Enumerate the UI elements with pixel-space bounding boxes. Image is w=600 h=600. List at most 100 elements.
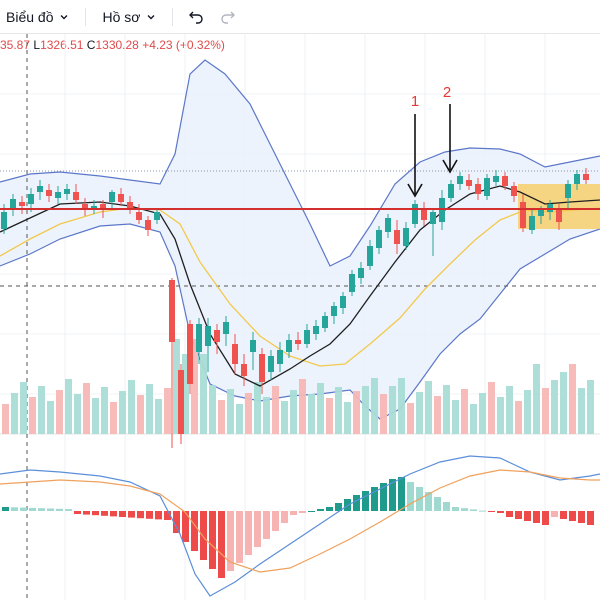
macd-histogram-bar bbox=[569, 511, 576, 521]
price-chart[interactable]: 1 2 bbox=[0, 34, 600, 600]
volume-bar bbox=[119, 391, 126, 434]
candle-body bbox=[169, 280, 175, 342]
candle-body bbox=[1, 212, 7, 229]
volume-bar bbox=[587, 380, 594, 434]
candle-body bbox=[196, 324, 202, 352]
volume-bar bbox=[389, 386, 396, 434]
volume-bar bbox=[344, 402, 351, 434]
volume-bar bbox=[497, 397, 504, 434]
macd-histogram-bar bbox=[119, 511, 126, 517]
volume-bar bbox=[533, 364, 540, 434]
volume-bar bbox=[164, 388, 171, 434]
macd-histogram-bar bbox=[101, 511, 108, 516]
candle-body bbox=[538, 210, 544, 216]
macd-histogram-bar bbox=[533, 511, 540, 523]
volume-bar bbox=[137, 395, 144, 434]
macd-histogram-bar bbox=[92, 511, 99, 516]
volume-bar bbox=[155, 399, 162, 434]
macd-histogram-bar bbox=[227, 511, 234, 571]
candle-body bbox=[430, 212, 436, 224]
macd-histogram-bar bbox=[146, 511, 153, 519]
candle-body bbox=[118, 194, 124, 202]
volume-bar bbox=[128, 380, 135, 434]
macd-histogram-bar bbox=[2, 507, 9, 511]
macd-histogram-bar bbox=[137, 511, 144, 519]
chart-menu-button[interactable]: Biểu đồ bbox=[0, 4, 75, 30]
volume-bar bbox=[83, 383, 90, 434]
candle-body bbox=[304, 330, 310, 344]
volume-bar bbox=[11, 393, 18, 434]
volume-bar bbox=[263, 397, 270, 434]
candle-body bbox=[46, 190, 52, 196]
redo-button[interactable] bbox=[215, 4, 241, 30]
candle-body bbox=[484, 178, 490, 196]
candle-body bbox=[412, 204, 418, 224]
candle-body bbox=[277, 350, 283, 364]
volume-bar bbox=[146, 384, 153, 434]
profile-menu-button[interactable]: Hồ sơ bbox=[96, 4, 162, 30]
volume-bar bbox=[236, 404, 243, 434]
macd-histogram-bar bbox=[362, 491, 369, 511]
volume-bar bbox=[299, 379, 306, 434]
macd-histogram-bar bbox=[551, 511, 558, 517]
volume-bar bbox=[200, 354, 207, 434]
candle-body bbox=[136, 212, 142, 220]
volume-bar bbox=[254, 382, 261, 434]
redo-icon bbox=[221, 11, 236, 24]
macd-histogram-bar bbox=[164, 511, 171, 520]
candle-body bbox=[28, 194, 34, 204]
macd-histogram-bar bbox=[497, 511, 504, 513]
bollinger-band-fill bbox=[0, 60, 600, 419]
candle-body bbox=[394, 230, 400, 244]
bollinger-upper-line bbox=[0, 59, 600, 267]
macd-histogram-bar bbox=[353, 495, 360, 511]
toolbar-divider bbox=[172, 7, 174, 26]
volume-bar bbox=[20, 382, 27, 434]
chevron-down-icon bbox=[60, 14, 68, 19]
volume-bars bbox=[2, 339, 594, 434]
macd-histogram-bar bbox=[65, 509, 72, 511]
volume-bar bbox=[47, 401, 54, 434]
candle-body bbox=[475, 184, 481, 194]
macd-histogram-bar bbox=[371, 487, 378, 511]
volume-bar bbox=[560, 372, 567, 434]
volume-bar bbox=[380, 394, 387, 434]
volume-bar bbox=[308, 394, 315, 434]
volume-bar bbox=[569, 364, 576, 434]
macd-histogram-bar bbox=[29, 507, 36, 511]
chevron-down-icon bbox=[147, 14, 155, 19]
candle-body bbox=[466, 180, 472, 186]
macd-line bbox=[0, 455, 600, 597]
volume-bar bbox=[317, 383, 324, 434]
candle-body bbox=[205, 326, 211, 346]
volume-bar bbox=[398, 378, 405, 434]
undo-icon bbox=[189, 11, 204, 24]
candle-body bbox=[313, 326, 319, 334]
undo-button[interactable] bbox=[183, 4, 209, 30]
candle-body bbox=[154, 212, 160, 220]
high-value: 35.87 bbox=[0, 38, 31, 52]
candle-body bbox=[223, 322, 229, 334]
macd-histogram-bar bbox=[524, 511, 531, 521]
candle-body bbox=[73, 192, 79, 200]
macd-histogram-bar bbox=[182, 511, 189, 542]
candle-body bbox=[529, 216, 535, 230]
macd-histogram bbox=[2, 477, 594, 578]
macd-histogram-bar bbox=[308, 511, 315, 512]
annotation-arrow-2: 2 bbox=[442, 84, 458, 174]
macd-histogram-bar bbox=[74, 511, 81, 514]
macd-histogram-bar bbox=[434, 497, 441, 511]
candle-body bbox=[367, 246, 373, 266]
candle-body bbox=[214, 330, 220, 342]
volume-bar bbox=[506, 386, 513, 434]
close-label: C bbox=[86, 38, 96, 52]
toolbar-divider bbox=[85, 7, 87, 26]
candle-body bbox=[583, 174, 589, 180]
candle-body bbox=[82, 204, 88, 210]
candle-body bbox=[127, 202, 133, 210]
candle-body bbox=[403, 228, 409, 246]
macd-histogram-bar bbox=[11, 507, 18, 511]
volume-bar bbox=[542, 388, 549, 434]
volume-bar bbox=[407, 403, 414, 434]
macd-histogram-bar bbox=[38, 508, 45, 511]
